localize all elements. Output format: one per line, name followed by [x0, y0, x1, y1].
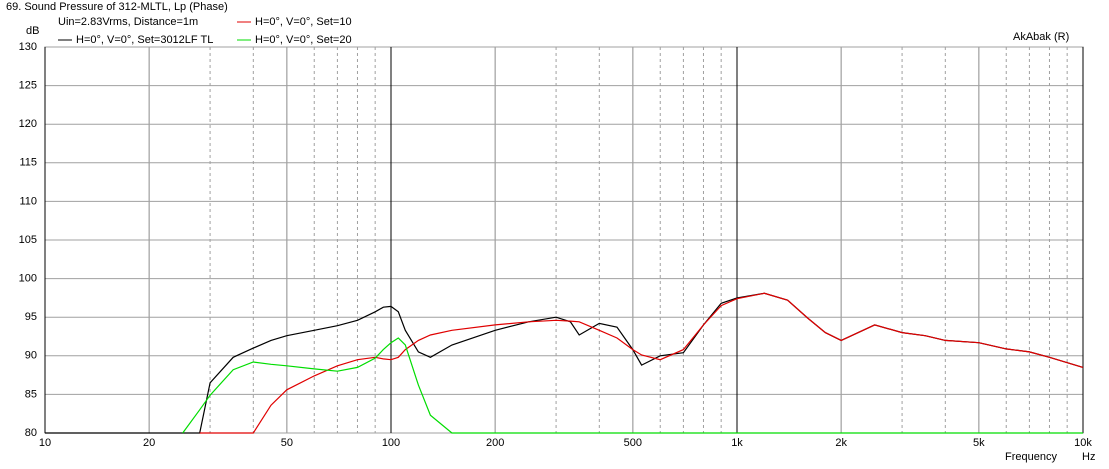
chart-title: 69. Sound Pressure of 312-MLTL, Lp (Phas…	[6, 1, 228, 13]
x-tick-label: 10k	[1074, 437, 1092, 449]
x-tick-label: 5k	[973, 437, 985, 449]
y-tick-label: 90	[25, 350, 37, 362]
series-line	[182, 337, 1083, 434]
y-tick-label: 100	[19, 273, 37, 285]
y-tick-label: 115	[19, 157, 37, 169]
y-tick-label: 120	[19, 118, 37, 130]
x-tick-label: 100	[382, 437, 400, 449]
y-tick-label: 80	[25, 427, 37, 439]
x-tick-label: 50	[281, 437, 293, 449]
series-line	[199, 292, 1084, 434]
x-tick-label: 500	[624, 437, 642, 449]
x-tick-label: 1k	[731, 437, 743, 449]
annotation: AkAbak (R)	[1013, 31, 1069, 43]
legend-label: H=0°, V=0°, Set=10	[255, 16, 352, 28]
x-unit: Hz	[1082, 451, 1095, 463]
x-tick-label: 200	[486, 437, 504, 449]
subtitle: Uin=2.83Vrms, Distance=1m	[58, 16, 198, 28]
x-tick-label: 2k	[835, 437, 847, 449]
legend-label: H=0°, V=0°, Set=20	[255, 34, 352, 46]
x-axis-label: Frequency	[1005, 451, 1057, 463]
y-tick-label: 85	[25, 388, 37, 400]
legend-label: H=0°, V=0°, Set=3012LF TL	[76, 34, 213, 46]
y-tick-label: 110	[19, 195, 37, 207]
x-tick-label: 20	[143, 437, 155, 449]
y-tick-label: 125	[19, 80, 37, 92]
y-axis-label: dB	[26, 25, 39, 37]
x-tick-label: 10	[39, 437, 51, 449]
y-tick-label: 130	[19, 41, 37, 53]
y-tick-label: 105	[19, 234, 37, 246]
y-tick-label: 95	[25, 311, 37, 323]
